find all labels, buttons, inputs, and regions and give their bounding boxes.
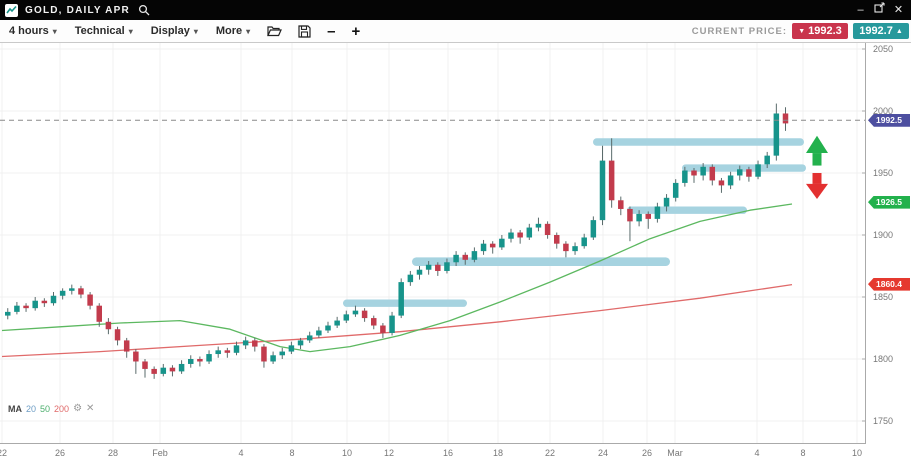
x-axis-tick: 4 — [754, 448, 760, 458]
indicator-settings-gear-icon[interactable]: ⚙ — [73, 403, 83, 414]
y-axis-tick: 1900 — [873, 230, 894, 240]
window-controls: – ✕ — [854, 0, 911, 20]
y-axis-tick: 1800 — [873, 354, 894, 364]
indicator-name: MA — [8, 403, 22, 414]
y-axis-tick: 1850 — [873, 292, 894, 302]
ma-indicator-legend: MA 20 50 200 ⚙ ✕ — [8, 403, 94, 414]
save-icon[interactable] — [290, 24, 319, 38]
current-price-label: CURRENT PRICE: — [691, 25, 787, 37]
chart-area: 2050 2000 1950 1900 1850 1800 1750 1992.5 1926.5… — [0, 43, 911, 459]
ma-period-20: 20 — [26, 403, 37, 414]
x-axis[interactable]: 22 26 28 Feb 4 8 10 12 16 18 22 24 26 Mar 4 8 10 — [0, 446, 866, 459]
x-axis-tick: 4 — [238, 448, 244, 458]
window-title: GOLD, DAILY APR — [25, 4, 130, 16]
last-price-badge: 1992.5 — [868, 113, 910, 127]
x-axis-tick: 18 — [492, 448, 504, 458]
ma50-value-badge: 1926.5 — [868, 195, 910, 209]
x-axis-tick: 10 — [851, 448, 863, 458]
price-chart-canvas[interactable] — [0, 43, 866, 446]
more-dropdown[interactable]: More ▾ — [215, 25, 251, 37]
chevron-down-icon: ▾ — [246, 26, 251, 36]
display-dropdown[interactable]: Display ▾ — [150, 25, 198, 37]
x-axis-tick: 12 — [383, 448, 395, 458]
x-axis-tick: 22 — [544, 448, 556, 458]
search-icon[interactable] — [138, 4, 150, 16]
y-axis-tick: 2050 — [873, 44, 894, 54]
app-logo-icon — [5, 3, 18, 17]
ma-period-50: 50 — [40, 403, 51, 414]
x-axis-tick: 8 — [289, 448, 295, 458]
chevron-down-icon: ▾ — [193, 26, 198, 36]
current-price-panel: CURRENT PRICE: ▼ 1992.3 1992.7 ▲ — [692, 23, 911, 39]
close-button[interactable]: ✕ — [893, 4, 904, 16]
chevron-down-icon: ▾ — [128, 26, 133, 36]
ask-price-badge: 1992.7 ▲ — [853, 23, 909, 39]
technical-dropdown[interactable]: Technical ▾ — [74, 25, 133, 37]
x-axis-tick: 10 — [341, 448, 353, 458]
x-axis-tick: Feb — [152, 448, 168, 458]
x-axis-tick: 26 — [641, 448, 653, 458]
chevron-down-icon: ▾ — [52, 26, 57, 36]
zoom-in-button[interactable]: + — [351, 22, 361, 40]
timeframe-dropdown[interactable]: 4 hours ▾ — [9, 25, 57, 37]
y-axis[interactable]: 2050 2000 1950 1900 1850 1800 1750 1992.5 1926.5… — [866, 43, 911, 446]
ma-period-200: 200 — [54, 403, 70, 414]
x-axis-tick: 24 — [597, 448, 609, 458]
y-axis-tick: 1950 — [873, 168, 894, 178]
arrow-up-icon: ▲ — [895, 27, 903, 35]
open-folder-icon[interactable] — [259, 25, 290, 37]
x-axis-tick: 16 — [442, 448, 454, 458]
restore-button[interactable] — [873, 0, 886, 20]
x-axis-tick: 8 — [800, 448, 806, 458]
title-bar: GOLD, DAILY APR – ✕ — [0, 0, 911, 20]
bid-price-badge: ▼ 1992.3 — [792, 23, 848, 39]
x-axis-tick: 26 — [54, 448, 66, 458]
indicator-remove-icon[interactable]: ✕ — [86, 403, 95, 414]
arrow-down-icon: ▼ — [798, 27, 806, 35]
y-axis-tick: 2000 — [873, 106, 894, 116]
toolbar: 4 hours ▾ Technical ▾ Display ▾ More ▾ — [0, 20, 911, 43]
minimize-button[interactable]: – — [857, 4, 864, 16]
x-axis-tick: Mar — [667, 448, 683, 458]
y-axis-tick: 1750 — [873, 416, 894, 426]
ma200-value-badge: 1860.4 — [868, 277, 910, 291]
x-axis-tick: 22 — [0, 448, 8, 458]
x-axis-tick: 28 — [107, 448, 119, 458]
zoom-out-button[interactable]: – — [327, 22, 336, 40]
